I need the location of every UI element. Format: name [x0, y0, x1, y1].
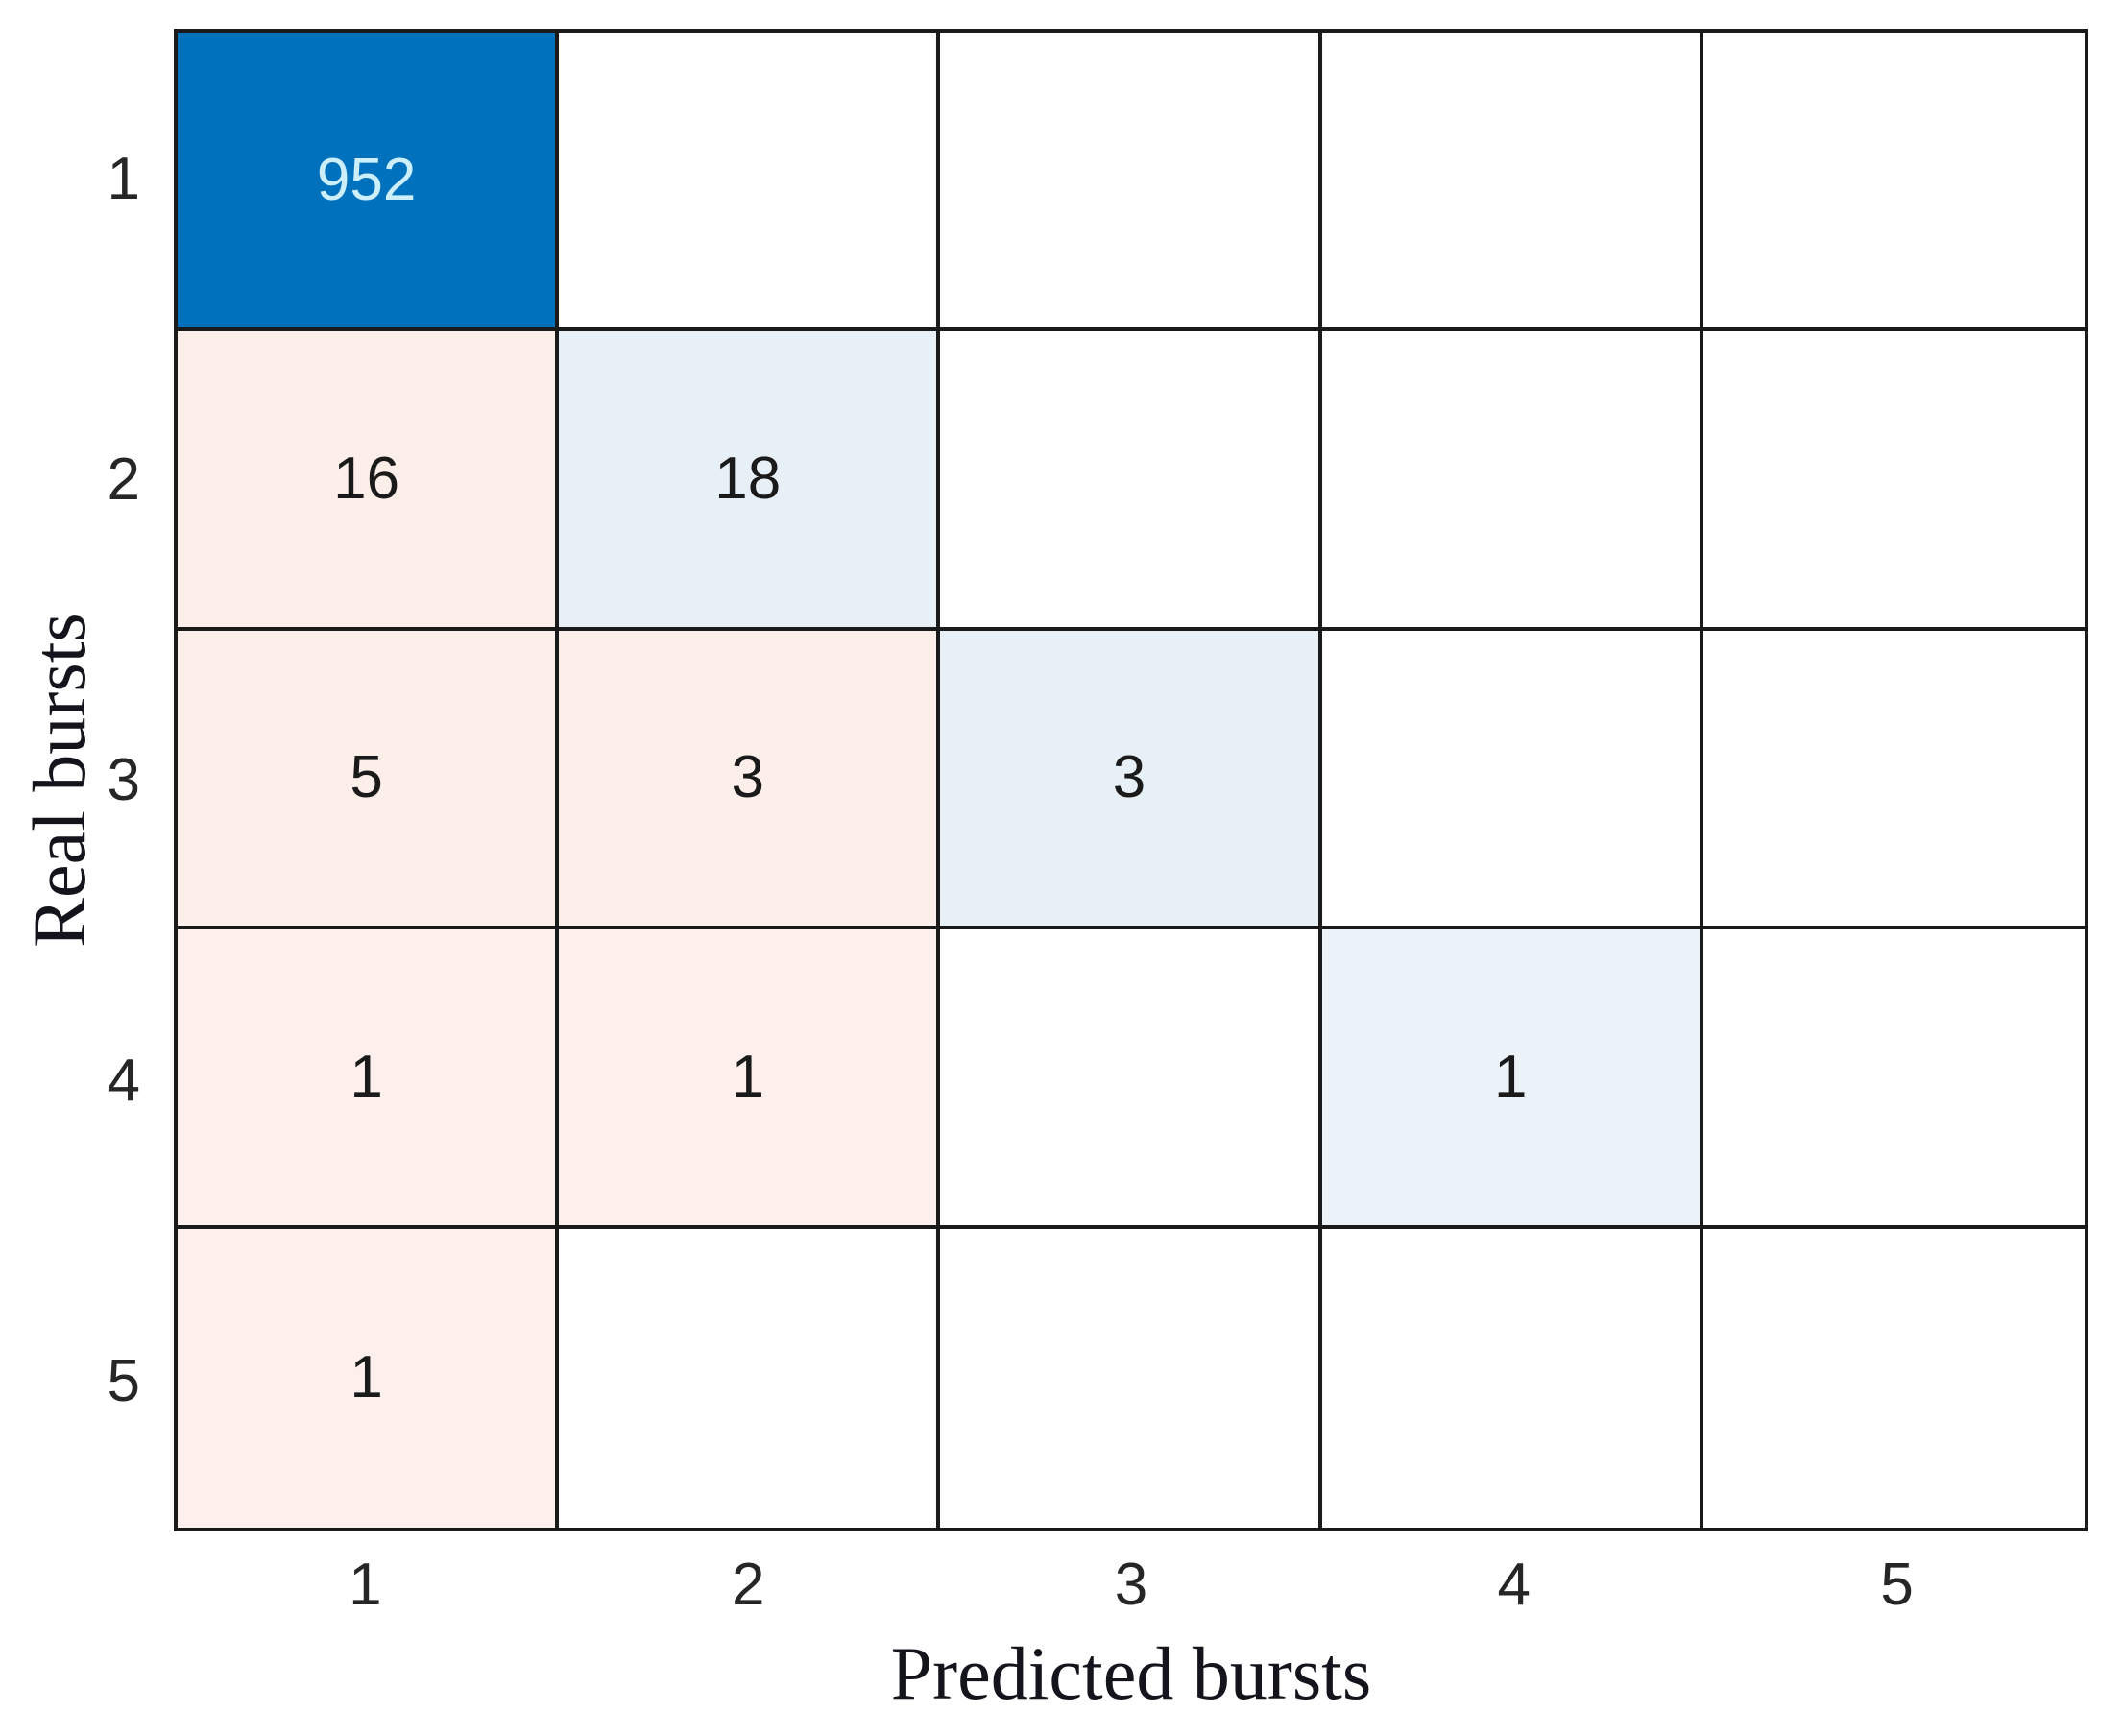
matrix-cell: 16: [178, 331, 560, 631]
y-tick-label: 5: [107, 1348, 140, 1414]
x-tick-label: 3: [1114, 1551, 1148, 1618]
matrix-cell: 952: [178, 33, 560, 332]
matrix-cell: [940, 1228, 1322, 1528]
cell-value: 5: [350, 744, 383, 811]
matrix-cell: [940, 929, 1322, 1229]
matrix-cell: [1702, 1228, 2085, 1528]
matrix-cell: 1: [178, 929, 560, 1229]
matrix-cell: 1: [1321, 929, 1703, 1229]
matrix-cell: [1702, 630, 2085, 930]
x-tick-label: 4: [1497, 1551, 1532, 1618]
cell-value: 3: [1112, 744, 1146, 811]
cell-value: 1: [350, 1344, 383, 1411]
matrix-cell: 3: [559, 630, 941, 930]
x-tick-label: 2: [731, 1551, 765, 1618]
y-tick-label: 4: [107, 1048, 140, 1114]
matrix-cell: [1321, 331, 1703, 631]
y-tick-label: 2: [107, 446, 140, 513]
matrix-cell: [940, 33, 1322, 332]
x-axis-label: Predicted bursts: [890, 1631, 1372, 1715]
confusion-matrix-grid: 952 16 18 5 3 3 1 1 1 1: [174, 29, 2088, 1531]
matrix-cell: 3: [940, 630, 1322, 930]
matrix-cell: [559, 33, 941, 332]
matrix-cell: [940, 331, 1322, 631]
matrix-cell: 1: [559, 929, 941, 1229]
cell-value: 18: [714, 446, 782, 513]
matrix-cell: [1702, 929, 2085, 1229]
matrix-cell: 1: [178, 1228, 560, 1528]
matrix-cell: [1321, 630, 1703, 930]
x-tick-label: 5: [1880, 1551, 1914, 1618]
matrix-cell: 5: [178, 630, 560, 930]
matrix-cell: [1702, 331, 2085, 631]
matrix-cell: [1321, 33, 1703, 332]
y-tick-label: 1: [107, 146, 140, 212]
matrix-cell: [559, 1228, 941, 1528]
matrix-cell: 18: [559, 331, 941, 631]
y-tick-label: 3: [107, 747, 140, 813]
cell-value: 1: [1493, 1043, 1528, 1110]
cell-value: 952: [316, 146, 417, 213]
x-axis-ticks: 1 2 3 4 5: [174, 1535, 2088, 1633]
cell-value: 1: [731, 1043, 765, 1110]
cell-value: 3: [731, 744, 765, 811]
matrix-cell: [1702, 33, 2085, 332]
cell-value: 1: [350, 1043, 383, 1110]
matrix-cell: [1321, 1228, 1703, 1528]
cell-value: 16: [333, 446, 400, 513]
y-axis-ticks: 1 2 3 4 5: [0, 29, 142, 1531]
x-tick-label: 1: [349, 1551, 382, 1618]
